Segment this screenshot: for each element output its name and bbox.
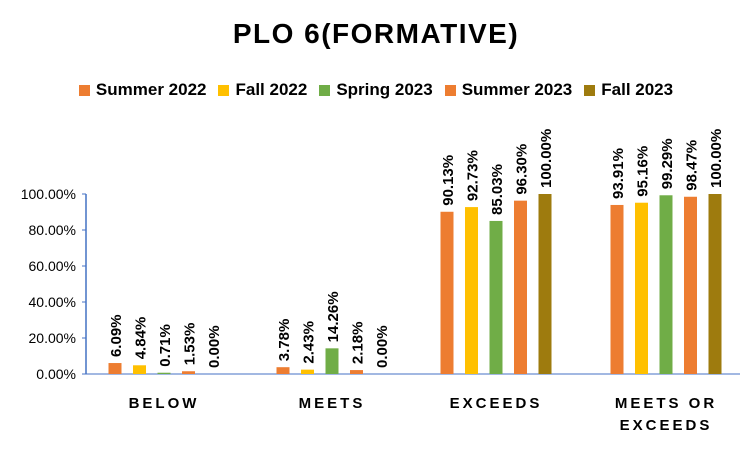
data-label: 3.78% xyxy=(276,319,293,362)
data-label: 0.00% xyxy=(206,325,223,368)
data-label: 2.43% xyxy=(301,321,318,364)
legend-item: Summer 2022 xyxy=(78,80,207,100)
bar xyxy=(610,204,624,374)
data-label: 93.91% xyxy=(610,148,627,199)
y-tick-label: 80.00% xyxy=(29,222,76,238)
data-label: 90.13% xyxy=(440,155,457,206)
bar xyxy=(708,194,722,374)
category-label-line: EXCEEDS xyxy=(620,417,713,434)
y-tick-label: 0.00% xyxy=(36,366,76,382)
legend-item: Summer 2023 xyxy=(444,80,573,100)
data-label: 0.00% xyxy=(374,325,391,368)
category-label: BELOW xyxy=(129,395,200,412)
legend-label: Spring 2023 xyxy=(336,80,433,99)
bar xyxy=(440,211,454,374)
bar xyxy=(659,195,673,374)
legend-swatch xyxy=(319,84,331,96)
category-label: MEETS OR EXCEEDS xyxy=(615,395,717,434)
legend-swatch xyxy=(444,84,456,96)
data-label: 100.00% xyxy=(538,129,555,188)
bar xyxy=(489,220,503,374)
data-label: 98.47% xyxy=(684,140,701,191)
bar xyxy=(182,371,195,374)
legend-item: Fall 2023 xyxy=(584,80,673,100)
bar xyxy=(108,363,122,374)
legend-item: Fall 2022 xyxy=(218,80,307,100)
data-label: 0.71% xyxy=(157,324,174,367)
y-tick-label: 20.00% xyxy=(29,330,76,346)
bar xyxy=(133,365,146,374)
legend-swatch xyxy=(78,84,90,96)
data-label: 92.73% xyxy=(465,150,482,201)
category-label: MEETS xyxy=(299,395,366,412)
y-tick-label: 60.00% xyxy=(29,258,76,274)
data-label: 1.53% xyxy=(182,323,199,366)
legend-label: Summer 2022 xyxy=(95,80,207,99)
bar xyxy=(635,202,648,374)
data-label: 85.03% xyxy=(489,164,506,215)
legend-label: Fall 2023 xyxy=(601,80,674,99)
bar xyxy=(325,348,339,374)
bar xyxy=(276,367,290,374)
legend-label: Summer 2023 xyxy=(461,80,573,99)
bar xyxy=(538,194,552,374)
category-label: EXCEEDS xyxy=(450,395,543,412)
y-tick-label: 100.00% xyxy=(21,186,76,202)
bar xyxy=(157,372,171,374)
legend-swatch xyxy=(218,84,230,96)
bar xyxy=(301,369,314,374)
bar xyxy=(465,207,478,374)
data-label: 96.30% xyxy=(514,144,531,195)
legend: Summer 2022 Fall 2022 Spring 2023 Summer 20… xyxy=(0,80,752,100)
bar xyxy=(350,370,363,374)
data-label: 95.16% xyxy=(635,146,652,197)
legend-swatch xyxy=(584,84,596,96)
data-label: 4.84% xyxy=(133,317,150,360)
bar xyxy=(684,196,697,374)
legend-label: Fall 2022 xyxy=(235,80,308,99)
data-label: 2.18% xyxy=(350,322,367,365)
data-label: 6.09% xyxy=(108,314,125,357)
data-label: 14.26% xyxy=(325,291,342,342)
chart-title: PLO 6(FORMATIVE) xyxy=(232,18,520,49)
data-label: 99.29% xyxy=(659,138,676,189)
y-tick-label: 40.00% xyxy=(29,294,76,310)
legend-item: Spring 2023 xyxy=(319,80,433,100)
data-label: 100.00% xyxy=(708,129,725,188)
bar xyxy=(514,200,527,374)
category-label-line: MEETS OR xyxy=(615,395,717,412)
